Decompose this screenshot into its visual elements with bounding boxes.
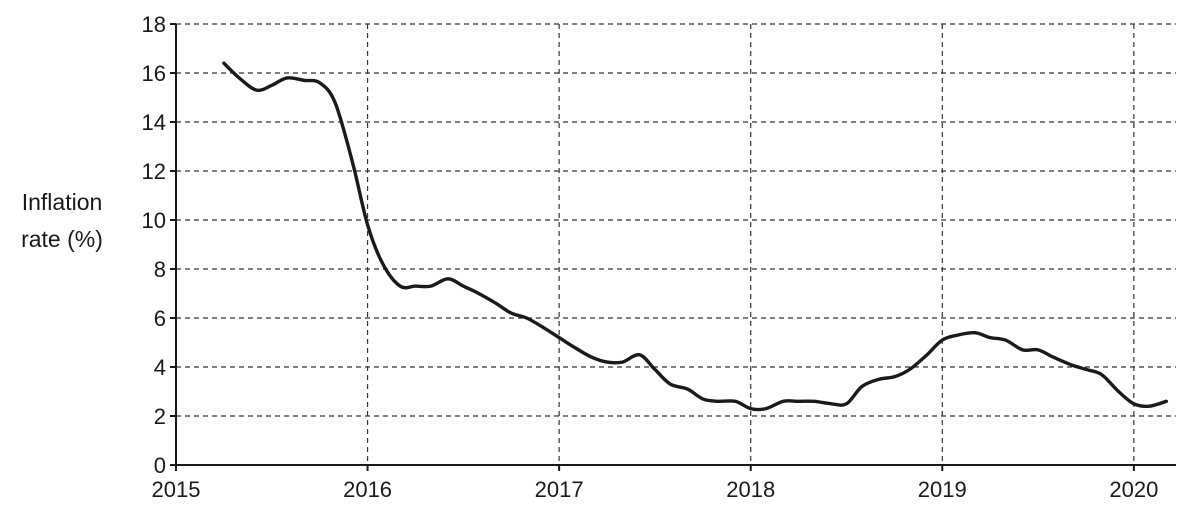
y-axis-label-line-1: Inflation: [22, 189, 103, 215]
y-tick-label: 18: [142, 12, 166, 37]
tick-marks: [170, 23, 1135, 471]
x-tick-label: 2019: [918, 477, 967, 502]
x-tick-label: 2015: [152, 477, 201, 502]
y-tick-label: 0: [154, 453, 166, 478]
y-tick-label: 2: [154, 404, 166, 429]
y-tick-labels: 0 2 4 6 8 10 12 14 16 18: [142, 12, 166, 478]
y-tick-label: 8: [154, 257, 166, 282]
x-tick-labels: 2015 2016 2017 2018 2019 2020: [152, 477, 1159, 502]
x-tick-label: 2018: [726, 477, 775, 502]
x-tick-label: 2016: [343, 477, 392, 502]
y-tick-label: 10: [142, 208, 166, 233]
y-tick-label: 12: [142, 159, 166, 184]
y-tick-label: 14: [142, 110, 166, 135]
axes: [175, 24, 1176, 466]
series-layer: [222, 61, 1169, 412]
y-tick-label: 6: [154, 306, 166, 331]
x-tick-label: 2017: [535, 477, 584, 502]
x-tick-label: 2020: [1109, 477, 1158, 502]
y-tick-label: 4: [154, 355, 166, 380]
series-line-inflation: [222, 61, 1169, 412]
y-tick-label: 16: [142, 61, 166, 86]
y-axis-label-line-2: rate (%): [21, 226, 103, 252]
